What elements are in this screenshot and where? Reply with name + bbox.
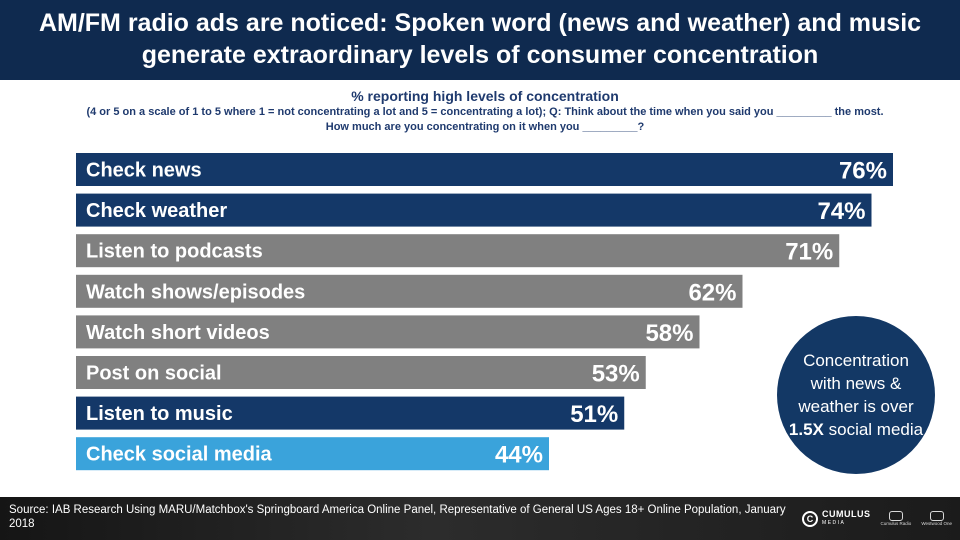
- bar-category-label: Check social media: [86, 444, 273, 466]
- bar-listen-to-podcasts: [76, 234, 840, 268]
- callout-line-2: social media: [828, 420, 924, 439]
- bar-value-label: 71%: [785, 239, 833, 266]
- bar-listen-to-music: [76, 396, 625, 430]
- bar-value-label: 76%: [839, 158, 887, 185]
- bar-category-label: Check news: [86, 160, 202, 182]
- callout-line-1: Concentration with news & weather is ove…: [798, 351, 914, 416]
- header-banner: AM/FM radio ads are noticed: Spoken word…: [0, 0, 960, 80]
- bar-value-label: 74%: [817, 198, 865, 225]
- bar-check-news: [76, 153, 893, 186]
- cumulus-sub-wordmark: MEDIA: [822, 520, 846, 526]
- radio-mark-icon: [888, 511, 903, 521]
- source-note: Source: IAB Research Using MARU/Matchbox…: [9, 504, 786, 530]
- bar-category-label: Listen to podcasts: [86, 241, 263, 263]
- bar-category-label: Post on social: [86, 363, 222, 385]
- cumulus-c-icon: C: [802, 511, 819, 527]
- cumulus-wordmark: CUMULUS: [822, 509, 871, 519]
- bar-value-label: 44%: [495, 442, 543, 469]
- bar-value-label: 51%: [570, 401, 618, 428]
- footer: Source: IAB Research Using MARU/Matchbox…: [0, 497, 960, 540]
- bar-watch-short-videos: [76, 315, 700, 349]
- bar-value-label: 58%: [645, 320, 693, 347]
- bar-category-label: Watch shows/episodes: [86, 281, 305, 303]
- cumulus-media-logo: C CUMULUS MEDIA: [802, 510, 871, 528]
- bar-category-label: Listen to music: [86, 403, 233, 425]
- chart-subtitle: % reporting high levels of concentration: [351, 88, 619, 104]
- westwood-one-logo: Westwood One: [921, 511, 952, 527]
- bar-check-weather: [76, 193, 872, 227]
- callout-circle: Concentration with news & weather is ove…: [777, 316, 935, 474]
- bar-post-on-social: [76, 356, 646, 389]
- bar-value-label: 62%: [688, 279, 736, 306]
- callout-emphasis: 1.5X: [788, 420, 824, 439]
- logo-group: C CUMULUS MEDIA Cumulus Radio Westwood O…: [802, 505, 952, 533]
- chart-subtitle-block: % reporting high levels of concentration…: [75, 88, 895, 135]
- bar-category-label: Watch short videos: [86, 322, 270, 344]
- bar-watch-shows-episodes: [76, 274, 743, 308]
- chart-question-note: (4 or 5 on a scale of 1 to 5 where 1 = n…: [86, 106, 884, 133]
- bar-category-label: Check weather: [86, 200, 227, 222]
- bar-check-social-media: [76, 437, 549, 471]
- bar-value-label: 53%: [592, 361, 640, 388]
- westwood-mark-icon: [929, 511, 944, 521]
- callout-text: Concentration with news & weather is ove…: [777, 349, 935, 441]
- page-title: AM/FM radio ads are noticed: Spoken word…: [38, 9, 922, 69]
- cumulus-radio-logo: Cumulus Radio: [881, 511, 911, 527]
